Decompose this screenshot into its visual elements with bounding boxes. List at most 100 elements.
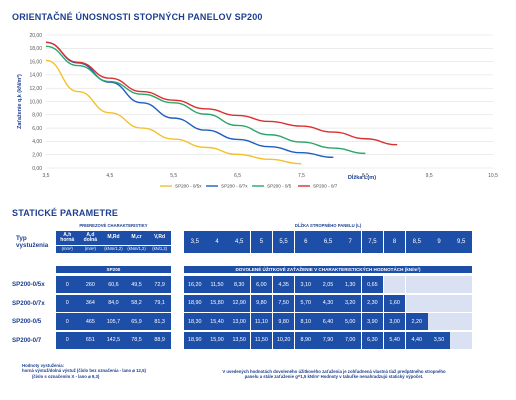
note-left-line-2: (číslo s označením X - lano ⌀ 9,3) <box>32 373 100 379</box>
value-cell: 15,80 <box>206 294 228 312</box>
value-cell <box>428 276 450 293</box>
value-cell: 6,40 <box>317 313 339 330</box>
legend-label-3: SP200 - 0/7 <box>313 184 338 189</box>
note-left-line-1: horná výstuž/dolná výstuž (číslo bez ozn… <box>22 368 146 374</box>
length-col-header-4: 5,5 <box>272 231 295 253</box>
value-cell: 13,50 <box>228 331 250 349</box>
param-cell: 81,3 <box>148 313 171 330</box>
length-col-header-2: 4,5 <box>228 231 250 253</box>
value-cell: 6,00 <box>250 276 273 293</box>
value-cell: 18,90 <box>184 331 206 349</box>
value-cell: 1,60 <box>383 294 406 312</box>
value-cell: 2,05 <box>317 276 339 293</box>
length-col-header-10: 8,5 <box>406 231 428 253</box>
length-col-header-5: 6 <box>295 231 317 253</box>
y-tick-label: 0,00 <box>32 166 42 172</box>
typ-vystuzenia-label: Typ vystuženia <box>16 235 49 249</box>
value-cell: 11,50 <box>206 276 228 293</box>
value-cell: 4,30 <box>317 294 339 312</box>
param-cell: 0 <box>56 313 79 330</box>
value-cell: 13,00 <box>228 313 250 330</box>
value-cell <box>450 276 472 293</box>
y-tick-label: 14,00 <box>29 73 42 79</box>
static-parameters-title: STATICKÉ PARAMETRE <box>12 208 119 218</box>
x-tick-label: 4,5 <box>106 173 113 179</box>
value-cell: 3,10 <box>295 276 317 293</box>
length-col-header-3: 5 <box>250 231 273 253</box>
param-col-header-3: M,cr <box>125 231 148 245</box>
param-cell: 88,9 <box>148 331 171 349</box>
value-cell: 4,40 <box>406 331 428 349</box>
series-line-1 <box>45 41 334 159</box>
y-tick-label: 10,00 <box>29 99 42 105</box>
param-cell: 49,5 <box>125 276 148 293</box>
legend-label-0: SP200 - 0/5x <box>175 184 202 189</box>
length-col-header-6: 6,5 <box>317 231 339 253</box>
value-cell: 2,20 <box>406 313 428 330</box>
value-cell: 0,65 <box>361 276 384 293</box>
x-axis-label: Dĺžka L(m) <box>348 173 376 181</box>
value-cell: 8,90 <box>295 331 317 349</box>
length-col-header-11: 9 <box>428 231 450 253</box>
length-col-header-7: 7 <box>339 231 361 253</box>
value-cell <box>450 331 472 349</box>
y-tick-label: 8,00 <box>32 113 42 119</box>
sp200-bar: SP200 <box>56 266 171 273</box>
y-tick-label: 4,00 <box>32 139 42 145</box>
param-col-unit-1: (mm²) <box>79 245 102 253</box>
legend-label-1: SP200 - 0/7x <box>221 184 248 189</box>
value-cell: 18,30 <box>184 313 206 330</box>
param-col-header-0: A,h horná <box>56 231 79 245</box>
value-cell: 3,90 <box>361 313 384 330</box>
y-tick-label: 2,00 <box>32 153 42 159</box>
legend-label-2: SP200 - 0/5 <box>267 184 292 189</box>
value-cell <box>406 294 428 312</box>
value-cell: 7,90 <box>317 331 339 349</box>
param-col-header-4: V,Rd <box>148 231 171 245</box>
group-header-cross-section: PRIEREZOVÉ CHARAKTERISTIKY <box>56 222 171 230</box>
value-cell: 7,00 <box>339 331 361 349</box>
param-cell: 0 <box>56 294 79 312</box>
x-tick-label: 6,5 <box>234 173 241 179</box>
param-cell: 142,5 <box>102 331 125 349</box>
value-cell: 12,90 <box>228 294 250 312</box>
param-cell: 0 <box>56 331 79 349</box>
param-cell: 105,7 <box>102 313 125 330</box>
x-tick-label: 3,5 <box>43 173 50 179</box>
note-right-line-1: V uvedených hodnotách dovoleného úžitkov… <box>222 369 446 374</box>
value-cell: 5,00 <box>339 313 361 330</box>
param-cell: 260 <box>79 276 102 293</box>
load-capacity-chart: 0,00 2,00 4,00 6,00 8,00 10,00 12,00 14,00 16,00… <box>17 33 498 189</box>
value-cell: 3,00 <box>383 313 406 330</box>
value-cell: 3,50 <box>428 331 450 349</box>
param-cell: 364 <box>79 294 102 312</box>
load-note: V uvedených hodnotách dovoleného úžitkov… <box>204 369 464 380</box>
length-col-header-12: 9,5 <box>450 231 472 253</box>
length-col-header-0: 3,5 <box>184 231 206 253</box>
param-cell: 79,1 <box>148 294 171 312</box>
value-cell <box>450 313 472 330</box>
value-cell: 7,50 <box>272 294 295 312</box>
value-cell: 8,10 <box>295 313 317 330</box>
length-col-header-1: 4 <box>206 231 228 253</box>
note-left-title: Hodnoty vystuženia: <box>22 363 65 368</box>
value-cell: 15,90 <box>206 331 228 349</box>
value-cell: 4,35 <box>272 276 295 293</box>
param-cell: 0 <box>56 276 79 293</box>
value-cell: 15,40 <box>206 313 228 330</box>
value-cell: 16,20 <box>184 276 206 293</box>
param-col-unit-3: (kNm/1,2) <box>125 245 148 253</box>
x-tick-label: 5,5 <box>170 173 177 179</box>
param-cell: 60,6 <box>102 276 125 293</box>
length-col-header-9: 8 <box>383 231 406 253</box>
allowed-load-bar: DOVOLENÉ ÚŽITKOVÉ ZAŤAŽENIE V CHARAKTERI… <box>184 266 472 273</box>
value-cell: 9,80 <box>272 313 295 330</box>
value-cell: 8,30 <box>228 276 250 293</box>
param-col-unit-0: (mm²) <box>56 245 79 253</box>
value-cell: 18,90 <box>184 294 206 312</box>
y-tick-label: 16,00 <box>29 59 42 65</box>
chart-title: ORIENTAČNÉ ÚNOSNOSTI STOPNÝCH PANELOV SP… <box>12 12 263 22</box>
param-cell: 65,9 <box>125 313 148 330</box>
series-line-0 <box>45 59 302 165</box>
param-col-header-1: A,d dolná <box>79 231 102 245</box>
